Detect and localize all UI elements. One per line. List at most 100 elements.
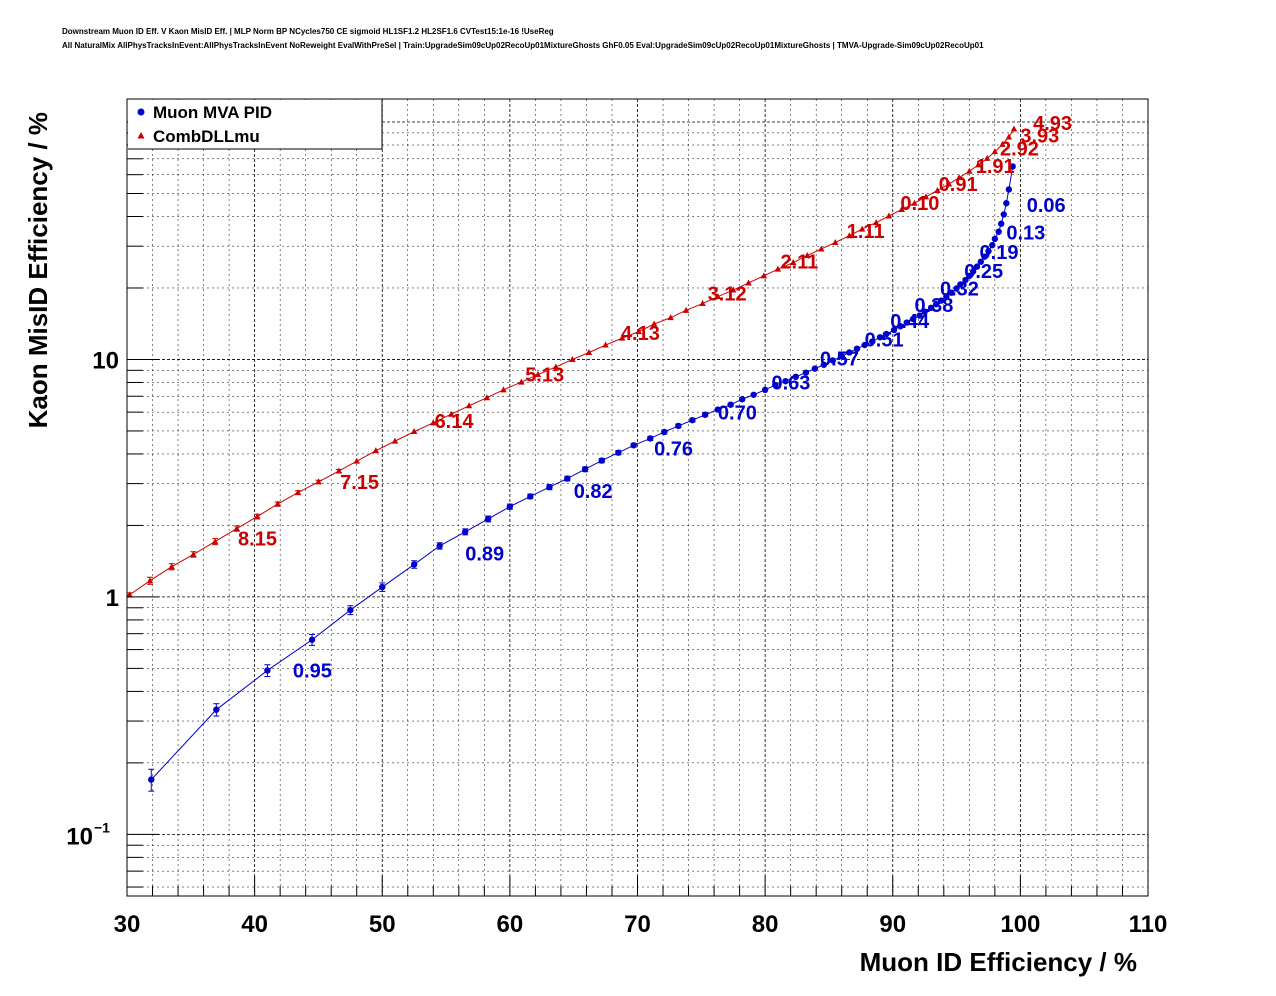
data-point	[932, 300, 940, 308]
data-point	[274, 500, 281, 507]
grid-layer	[127, 99, 1148, 896]
legend-marker-combdllmu	[137, 132, 145, 139]
data-point	[962, 276, 969, 284]
data-point	[635, 328, 642, 335]
threshold-label: 0.76	[654, 438, 693, 460]
y-tick-label: 10	[66, 823, 93, 850]
threshold-label: 0.95	[293, 660, 332, 682]
data-point	[966, 272, 973, 280]
data-point	[546, 483, 553, 491]
data-point	[1009, 163, 1016, 170]
threshold-label: 2.11	[780, 252, 818, 274]
data-point	[168, 563, 175, 570]
threshold-label: 8.15	[238, 528, 277, 550]
threshold-label: 0.10	[900, 193, 939, 215]
data-point	[308, 636, 316, 643]
data-point	[564, 475, 571, 482]
data-point	[552, 363, 560, 370]
data-point	[714, 406, 722, 413]
threshold-label: 3.12	[708, 284, 747, 306]
threshold-label: 0.89	[465, 544, 504, 566]
data-point	[682, 306, 690, 313]
data-point	[838, 353, 845, 360]
data-point	[975, 161, 982, 168]
data-point	[943, 293, 950, 300]
data-point	[818, 245, 825, 252]
chart-title-line-2: All NaturalMix AllPhysTracksInEvent:AllP…	[62, 41, 984, 50]
x-axis-title: Muon ID Efficiency / %	[860, 947, 1137, 977]
legend-label-combdllmu: CombDLLmu	[153, 127, 260, 146]
data-point	[602, 341, 609, 348]
legend-box	[128, 100, 382, 149]
legend-marker-muon-mva-pid	[137, 108, 145, 116]
data-point	[353, 457, 360, 464]
data-point	[811, 365, 819, 372]
data-point	[233, 525, 240, 532]
data-point	[853, 345, 861, 352]
data-point	[615, 449, 622, 456]
label-layer: 0.95 0.89 0.82 0.76 0.70 0.63 0.57 0.510.440.38…	[238, 113, 1072, 682]
data-point	[534, 371, 542, 378]
threshold-label: 0.51	[865, 329, 904, 351]
x-tick-label: 70	[624, 911, 651, 938]
data-point	[1010, 125, 1018, 132]
data-point	[983, 154, 991, 161]
data-point	[966, 167, 973, 174]
data-point	[647, 435, 654, 442]
data-point	[885, 212, 893, 219]
data-point	[294, 489, 302, 496]
series-line	[129, 128, 1015, 596]
data-point	[802, 369, 810, 376]
data-point	[945, 180, 953, 187]
threshold-label: 0.82	[574, 481, 613, 503]
series-combdllmu	[126, 125, 1018, 598]
data-point	[379, 583, 386, 591]
data-point	[883, 330, 890, 338]
data-point	[846, 232, 853, 239]
data-point	[955, 174, 963, 181]
x-tick-label: 110	[1129, 911, 1168, 938]
data-point	[948, 289, 955, 296]
data-point	[701, 411, 709, 418]
data-point	[727, 401, 734, 408]
threshold-label: 2.92	[1000, 138, 1039, 160]
data-point	[745, 279, 752, 286]
series-line	[150, 166, 1014, 780]
axis-text-layer: Muon ID Efficiency / % Kaon MisID Effici…	[23, 112, 1167, 977]
data-point	[675, 422, 682, 430]
data-point	[410, 428, 418, 435]
data-point	[391, 437, 399, 444]
data-point	[581, 466, 589, 473]
threshold-label: 4.93	[1033, 113, 1072, 135]
data-point	[909, 315, 917, 323]
data-point	[922, 193, 930, 200]
data-point	[1000, 211, 1007, 218]
data-point	[483, 394, 491, 401]
data-point	[804, 252, 811, 259]
threshold-label: 0.38	[914, 295, 953, 317]
data-point	[447, 410, 455, 417]
data-point	[991, 235, 999, 243]
data-point	[973, 263, 981, 270]
data-point	[661, 428, 668, 436]
data-point	[985, 247, 992, 255]
threshold-label: 0.25	[964, 261, 1003, 283]
data-point	[981, 253, 988, 260]
data-point	[1005, 186, 1013, 193]
threshold-label: 0.57	[820, 348, 859, 370]
y-tick-label-exponent: −1	[94, 819, 110, 835]
data-point	[465, 402, 473, 409]
data-point	[211, 538, 219, 545]
data-point	[630, 442, 637, 449]
data-point	[774, 265, 782, 272]
threshold-label: 0.06	[1027, 195, 1066, 217]
data-point	[953, 285, 960, 292]
data-point	[934, 186, 941, 193]
threshold-label: 1.11	[847, 221, 885, 243]
data-point	[782, 377, 789, 385]
data-point	[315, 478, 322, 485]
threshold-label: 3.93	[1020, 125, 1059, 147]
data-point	[911, 199, 918, 206]
threshold-label: 0.44	[890, 311, 930, 333]
